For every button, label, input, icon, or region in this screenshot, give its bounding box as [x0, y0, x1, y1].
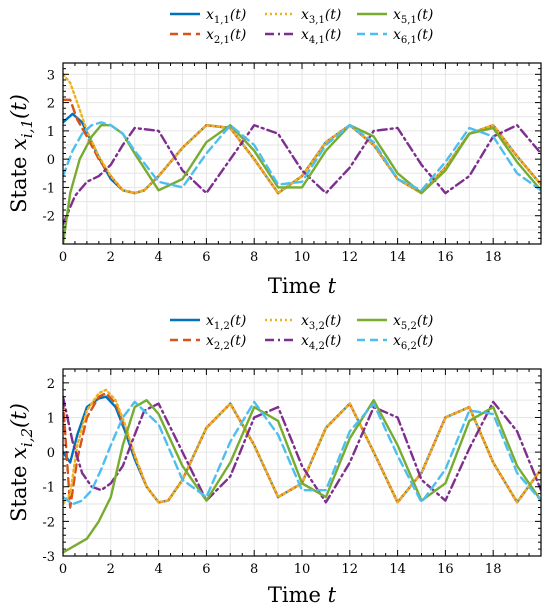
legend-label-1: x1,2(t) — [206, 313, 246, 332]
legend: x1,1(t) x3,1(t) x5,1(t) x2,1(t) x4,1(t) x6,1(… — [170, 7, 433, 46]
x-tick-label: 10 — [294, 250, 311, 265]
y-tick-label: 3 — [47, 68, 55, 83]
tick-marks — [62, 62, 542, 245]
x-axis-label: Time t — [268, 583, 337, 607]
tick-marks — [62, 368, 542, 557]
x-tick-label: 16 — [437, 562, 454, 577]
series-group — [63, 73, 541, 244]
legend: x1,2(t) x3,2(t) x5,2(t) x2,2(t) x4,2(t) x6,2(… — [170, 313, 433, 352]
x-tick-label: 10 — [294, 562, 311, 577]
series-line-6 — [63, 400, 541, 506]
x-tick-label: 12 — [342, 250, 359, 265]
y-tick-label: 2 — [47, 377, 55, 392]
x-tick-label: 14 — [389, 250, 406, 265]
y-tick-label: -1 — [42, 181, 55, 196]
y-axis-label: State xi,1(t) — [7, 94, 36, 213]
y-tick-label: 0 — [47, 446, 55, 461]
legend-label-6: x6,1(t) — [393, 27, 433, 46]
series-line-6 — [63, 121, 541, 192]
legend-label-3: x3,1(t) — [301, 7, 341, 26]
x-axis-label: Time t — [268, 274, 337, 298]
series-group — [63, 388, 541, 554]
series-line-4 — [63, 395, 541, 504]
x-tick-label: 0 — [59, 250, 67, 265]
series-line-4 — [63, 123, 541, 226]
x-tick-label: 16 — [437, 250, 454, 265]
legend-label-4: x4,2(t) — [301, 333, 341, 352]
series-line-5 — [63, 399, 541, 554]
y-tick-label: 1 — [47, 411, 55, 426]
x-tick-label: 8 — [250, 250, 258, 265]
y-tick-label: 1 — [47, 125, 55, 140]
legend-label-2: x2,2(t) — [206, 333, 246, 352]
grid — [63, 63, 541, 245]
y-tick-label: -2 — [42, 515, 55, 530]
y-tick-label: -1 — [42, 481, 55, 496]
x-tick-label: 6 — [202, 562, 210, 577]
series-line-5 — [63, 123, 541, 244]
x-tick-label: 4 — [154, 562, 162, 577]
x-tick-label: 8 — [250, 562, 258, 577]
legend-label-5: x5,1(t) — [393, 7, 433, 26]
x-tick-label: 18 — [485, 562, 502, 577]
x-tick-label: 6 — [202, 250, 210, 265]
y-axis-label: State xi,2(t) — [7, 403, 36, 522]
y-tick-label: 2 — [47, 97, 55, 112]
legend-label-4: x4,1(t) — [301, 27, 341, 46]
legend-label-5: x5,2(t) — [393, 313, 433, 332]
y-tick-label: -3 — [42, 550, 55, 565]
x-tick-label: 0 — [59, 562, 67, 577]
grid — [63, 369, 541, 557]
legend-label-2: x2,1(t) — [206, 27, 246, 46]
legend-label-6: x6,2(t) — [393, 333, 433, 352]
y-tick-label: -2 — [42, 210, 55, 225]
x-tick-label: 2 — [107, 562, 115, 577]
x-tick-label: 4 — [154, 250, 162, 265]
x-tick-label: 12 — [342, 562, 359, 577]
legend-label-1: x1,1(t) — [206, 7, 246, 26]
x-tick-label: 14 — [389, 562, 406, 577]
y-tick-label: 0 — [47, 153, 55, 168]
x-tick-label: 18 — [485, 250, 502, 265]
series-line-3 — [63, 388, 541, 506]
x-tick-label: 2 — [107, 250, 115, 265]
legend-label-3: x3,2(t) — [301, 313, 341, 332]
